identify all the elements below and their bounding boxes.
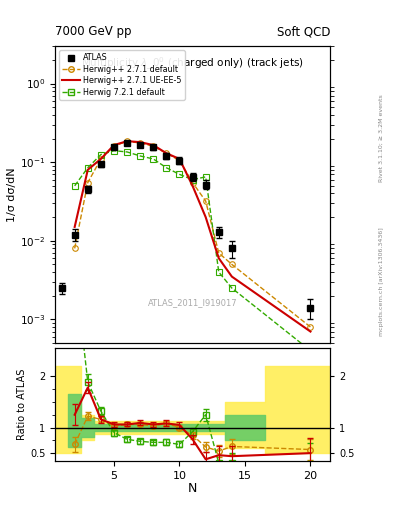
Y-axis label: Ratio to ATLAS: Ratio to ATLAS: [17, 369, 27, 440]
Text: Multiplicity $\lambda\_0^0$ (charged only) (track jets): Multiplicity $\lambda\_0^0$ (charged onl…: [81, 55, 304, 72]
Text: ATLAS_2011_I919017: ATLAS_2011_I919017: [148, 298, 237, 307]
Legend: ATLAS, Herwig++ 2.7.1 default, Herwig++ 2.7.1 UE-EE-5, Herwig 7.2.1 default: ATLAS, Herwig++ 2.7.1 default, Herwig++ …: [59, 50, 185, 100]
Text: Soft QCD: Soft QCD: [277, 26, 330, 38]
Text: Rivet 3.1.10; ≥ 3.2M events: Rivet 3.1.10; ≥ 3.2M events: [379, 94, 384, 182]
Y-axis label: 1/σ dσ/dN: 1/σ dσ/dN: [7, 167, 17, 222]
Text: mcplots.cern.ch [arXiv:1306.3436]: mcplots.cern.ch [arXiv:1306.3436]: [379, 227, 384, 336]
Text: 7000 GeV pp: 7000 GeV pp: [55, 26, 132, 38]
X-axis label: N: N: [188, 482, 197, 495]
